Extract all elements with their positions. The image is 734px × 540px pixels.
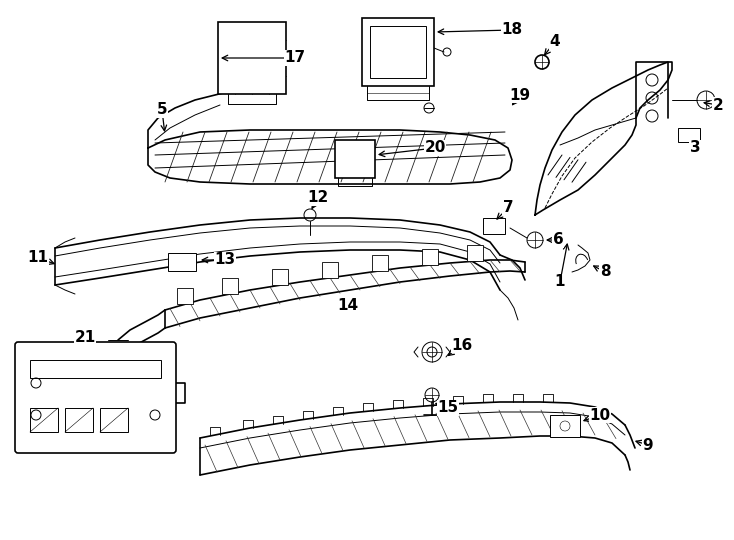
Text: 10: 10 bbox=[589, 408, 611, 422]
FancyBboxPatch shape bbox=[15, 342, 176, 453]
Bar bbox=[168, 253, 196, 271]
Bar bbox=[370, 26, 426, 78]
Bar bbox=[550, 415, 580, 437]
Bar bbox=[678, 128, 700, 142]
Text: 18: 18 bbox=[501, 23, 523, 37]
Bar bbox=[483, 218, 505, 234]
Text: 9: 9 bbox=[643, 437, 653, 453]
Bar bbox=[222, 278, 238, 294]
Bar bbox=[335, 140, 375, 178]
Text: 8: 8 bbox=[600, 265, 610, 280]
Text: 15: 15 bbox=[437, 401, 459, 415]
Text: 5: 5 bbox=[156, 103, 167, 118]
Text: 11: 11 bbox=[27, 251, 48, 266]
Text: 1: 1 bbox=[555, 274, 565, 289]
Bar bbox=[100, 408, 128, 432]
Bar bbox=[177, 288, 193, 304]
Text: 7: 7 bbox=[503, 200, 513, 215]
Bar bbox=[30, 408, 58, 432]
Text: 20: 20 bbox=[424, 140, 446, 156]
Text: 12: 12 bbox=[308, 191, 329, 206]
Bar bbox=[372, 255, 388, 271]
Bar bbox=[362, 18, 434, 86]
Text: 3: 3 bbox=[690, 140, 700, 156]
Bar bbox=[467, 245, 483, 261]
Bar bbox=[218, 22, 286, 94]
Bar bbox=[30, 360, 161, 378]
Bar bbox=[422, 249, 438, 265]
Text: 6: 6 bbox=[553, 233, 564, 247]
Text: 13: 13 bbox=[214, 253, 236, 267]
Text: 19: 19 bbox=[509, 87, 531, 103]
Bar bbox=[272, 269, 288, 285]
Text: 21: 21 bbox=[74, 330, 95, 346]
Text: 14: 14 bbox=[338, 298, 359, 313]
Text: 16: 16 bbox=[451, 338, 473, 353]
Text: 2: 2 bbox=[713, 98, 724, 112]
Text: 17: 17 bbox=[285, 51, 305, 65]
Bar bbox=[322, 262, 338, 278]
Bar bbox=[65, 408, 93, 432]
Text: 4: 4 bbox=[550, 35, 560, 50]
